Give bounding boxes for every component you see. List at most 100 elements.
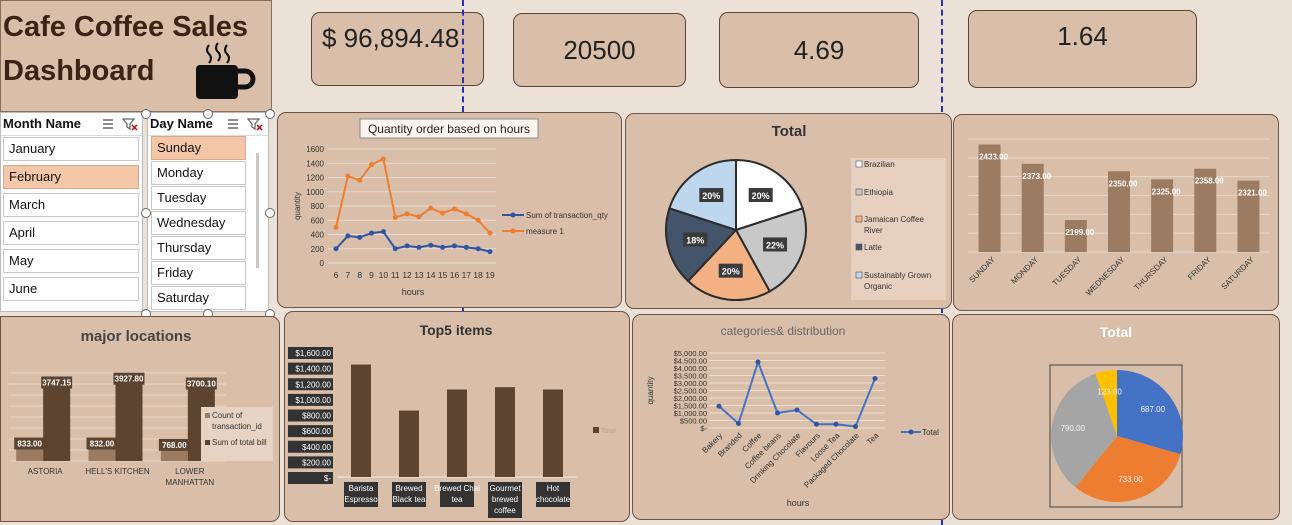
x-tick-label: LOWER	[175, 467, 205, 476]
data-point	[428, 205, 434, 211]
x-tick-label: THURSDAY	[1132, 255, 1170, 293]
data-point	[872, 376, 878, 381]
resize-handle[interactable]	[141, 109, 151, 119]
legend-label: Sustainably Grown	[864, 271, 931, 280]
legend-label: Total	[922, 428, 939, 437]
slicer-item-march[interactable]: March	[3, 193, 139, 217]
x-tick-label: Black tea	[393, 495, 426, 504]
legend-label-cont: River	[864, 226, 883, 235]
x-tick-label: 12	[402, 270, 412, 280]
data-label: 2321.00	[1238, 189, 1267, 198]
data-point	[736, 421, 741, 426]
kpi-average-bill-value: 4.69	[793, 34, 845, 65]
pie-slice	[1051, 373, 1117, 488]
data-label: 22%	[766, 240, 784, 250]
multi-select-icon[interactable]	[226, 117, 240, 131]
slicer-item-may[interactable]: May	[3, 249, 139, 273]
data-point	[716, 403, 722, 409]
slicer-item-thursday[interactable]: Thursday	[151, 236, 246, 260]
slicer-item-wednesday[interactable]: Wednesday	[151, 211, 246, 235]
y-tick-label: $500.00	[680, 417, 707, 426]
categories-line-chart: categories& distribution $-$500.00$1,000.…	[646, 324, 939, 508]
resize-handle[interactable]	[265, 109, 275, 119]
legend-label: Sum of total bill	[212, 438, 267, 447]
data-point	[357, 177, 363, 183]
data-point	[440, 244, 446, 250]
y-tick-label: 800	[311, 202, 325, 211]
slicer-item-tuesday[interactable]: Tuesday	[151, 186, 246, 210]
resize-handle[interactable]	[203, 109, 213, 119]
data-point	[380, 229, 386, 235]
bar	[1021, 163, 1044, 252]
legend-label: Count of	[212, 411, 243, 420]
data-label: 2433.00	[979, 152, 1008, 161]
data-point	[833, 421, 839, 427]
x-tick-label-box	[392, 482, 426, 507]
slicer-item-friday[interactable]: Friday	[151, 261, 246, 285]
x-tick-label: WEDNESDAY	[1084, 255, 1127, 298]
x-tick-label: coffee	[494, 506, 516, 515]
data-label: 20%	[722, 267, 740, 277]
clear-filter-icon[interactable]	[247, 117, 263, 131]
chart-title-box	[359, 118, 539, 139]
x-tick-label: 6	[334, 270, 339, 280]
y-tick-label: 200	[311, 245, 325, 254]
y-tick-label: $1,500.00	[674, 402, 707, 411]
guide-line	[941, 0, 943, 112]
data-point	[451, 243, 457, 249]
legend-label: Jamaican Coffee	[864, 215, 924, 224]
x-tick-label: Hot	[547, 484, 560, 493]
slicer-item-saturday[interactable]: Saturday	[151, 286, 246, 310]
y-tick-label: $1,200.00	[295, 380, 331, 389]
data-point	[345, 233, 351, 239]
x-tick-label: SUNDAY	[967, 255, 997, 285]
y-tick-label: $3,500.00	[674, 372, 707, 381]
chart-title: major locations	[81, 328, 192, 345]
legend-swatch	[855, 188, 863, 196]
day-slicer-scrollbar[interactable]	[256, 153, 259, 268]
multi-select-icon[interactable]	[101, 117, 115, 131]
legend-box	[201, 407, 273, 461]
x-tick-label: SATURDAY	[1220, 255, 1257, 292]
y-tick-label: 1400	[306, 159, 324, 168]
series-line	[335, 157, 491, 234]
legend-label-cont: Organic	[864, 282, 892, 291]
slicer-item-january[interactable]: January	[3, 137, 139, 161]
resize-handle[interactable]	[141, 208, 151, 218]
pie-slice	[1075, 436, 1181, 502]
bar	[43, 382, 71, 461]
y-axis-label: quantity	[293, 192, 302, 220]
slicer-item-monday[interactable]: Monday	[151, 161, 246, 185]
y-tick-label-box	[288, 347, 333, 359]
slicer-item-sunday[interactable]: Sunday	[151, 136, 246, 160]
data-point	[345, 173, 351, 179]
slicer-item-february[interactable]: February	[3, 165, 139, 189]
clear-filter-icon[interactable]	[122, 117, 138, 131]
data-point	[416, 244, 422, 250]
legend-label: Sum of transaction_qty	[526, 211, 608, 220]
day-slicer-header-label: Day Name	[150, 116, 213, 131]
slicer-item-june[interactable]: June	[3, 277, 139, 301]
pie-slice	[1117, 370, 1183, 455]
data-label: 2373.00	[1022, 172, 1051, 181]
slicer-item-april[interactable]: April	[3, 221, 139, 245]
data-point	[392, 214, 398, 220]
data-point	[380, 156, 386, 162]
data-point	[814, 421, 819, 427]
data-point	[853, 424, 858, 429]
guide-line	[462, 0, 464, 112]
bar	[1151, 179, 1174, 252]
days-bar-chart: 2433.00 SUNDAY 2373.00 MONDAY 2199.00 TUESDAY…	[967, 138, 1270, 298]
data-point	[487, 230, 493, 236]
coffee-cup-icon	[196, 42, 256, 99]
types-chart-panel: Total 20% 22% 20% 18% 20% Brazilian Ethiopia Jam…	[625, 113, 952, 309]
resize-handle[interactable]	[265, 208, 275, 218]
kpi-total-sales: $ 96,894.48	[311, 12, 484, 86]
y-tick-label: $400.00	[302, 443, 331, 452]
chart-title: Total	[1100, 324, 1132, 340]
x-tick-label: 14	[426, 270, 436, 280]
day-slicer-header: Day Name	[148, 113, 268, 136]
data-label-box	[763, 237, 788, 252]
data-label: 123.00	[1097, 388, 1122, 397]
data-label-box	[185, 377, 217, 390]
